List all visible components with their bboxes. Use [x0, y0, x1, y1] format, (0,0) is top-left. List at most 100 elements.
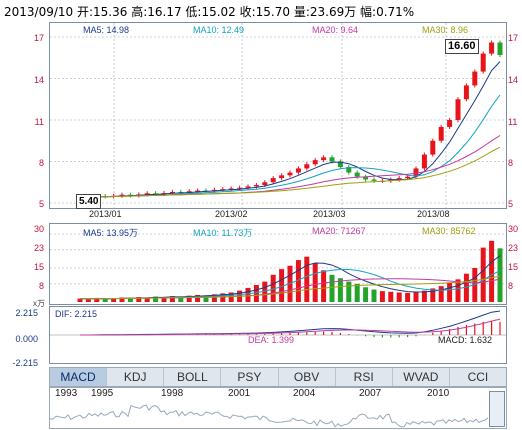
vol-ytick-left-2: 15: [33, 262, 44, 272]
dea-label: DEA: 1.399: [248, 335, 295, 345]
tab-boll[interactable]: BOLL: [164, 368, 222, 386]
candle-body: [438, 126, 444, 141]
candle-body: [497, 42, 503, 55]
nav-year-2007: 2007: [359, 388, 382, 399]
dif-label: DIF: 2.215: [55, 309, 98, 319]
volume-bar: [337, 278, 343, 302]
timeline-navigator[interactable]: 1993 1995 1998 2001 2004 2007 2010: [49, 387, 507, 429]
stock-quote-header: 2013/09/10 开:15.36 高:16.17 低:15.02 收:15.…: [4, 5, 415, 19]
price-ma30-label: MA30: 8.96: [422, 25, 469, 35]
volume-panel: MA5: 13.95万 MA10: 11.73万 MA20: 71267 MA3…: [49, 223, 507, 305]
macd-value-label: MACD: 1.632: [438, 335, 493, 345]
tab-rsi[interactable]: RSI: [336, 368, 393, 386]
tab-obv[interactable]: OBV: [279, 368, 336, 386]
ma10-line: [79, 94, 501, 198]
nav-year-1993: 1993: [55, 388, 78, 399]
candle-body: [388, 179, 394, 181]
volume-bar: [489, 240, 495, 302]
candle-body: [472, 71, 478, 86]
candle-body: [237, 187, 243, 189]
price-ma10-label: MA10: 12.49: [193, 25, 245, 35]
candle-body: [287, 172, 293, 176]
tab-wvad[interactable]: WVAD: [393, 368, 450, 386]
ma5-line: [79, 61, 501, 198]
candle-body: [220, 189, 226, 191]
volume-chart: [50, 233, 506, 302]
candle-body: [371, 179, 377, 181]
candle-body: [363, 176, 369, 180]
volume-bar: [262, 281, 268, 302]
vol-ytick-left-3: 8: [38, 281, 44, 291]
macd-panel: DIF: 2.215 DEA: 1.399 MACD: 1.632: [49, 306, 507, 364]
candle-body: [329, 157, 335, 162]
candle-body: [396, 178, 402, 180]
volume-bar: [329, 274, 335, 302]
volume-bar: [169, 296, 175, 302]
volume-bar: [463, 273, 469, 302]
price-ytick-right-3: 8: [508, 158, 514, 168]
volume-bar: [228, 292, 234, 302]
tab-kdj[interactable]: KDJ: [107, 368, 165, 386]
candle-body: [228, 188, 234, 190]
x-label-2013-03: 2013/03: [313, 209, 346, 219]
volume-bar: [195, 294, 201, 302]
volume-bar: [186, 295, 192, 302]
x-label-2013-01: 2013/01: [89, 209, 122, 219]
volume-bar: [178, 296, 184, 302]
volume-bar: [379, 291, 385, 302]
price-ytick-left-3: 8: [38, 158, 44, 168]
candle-body: [421, 154, 427, 169]
candle-body: [430, 140, 436, 155]
volume-bar: [85, 299, 91, 302]
candle-body: [245, 186, 251, 188]
volume-bar: [102, 298, 108, 302]
volume-bar: [304, 256, 310, 302]
candle-body: [489, 42, 495, 54]
volume-bar: [245, 287, 251, 302]
volume-bar: [363, 287, 369, 302]
vol-ytick-right-1: 23: [508, 243, 519, 253]
nav-year-1995: 1995: [91, 388, 114, 399]
nav-year-1998: 1998: [161, 388, 184, 399]
x-label-2013-02: 2013/02: [215, 209, 248, 219]
vol-ma10-label: MA10: 11.73万: [193, 228, 253, 238]
candle-body: [337, 161, 343, 168]
navigator-range-handle[interactable]: [489, 391, 505, 427]
candle-body: [169, 191, 175, 194]
volume-bar: [144, 297, 150, 302]
macd-ytick-2: -2.215: [12, 358, 38, 368]
nav-year-2010: 2010: [427, 388, 450, 399]
vol-ma30-line: [79, 275, 501, 300]
candle-body: [480, 53, 486, 72]
volume-bar: [136, 297, 142, 302]
volume-bar: [447, 282, 453, 302]
tab-macd[interactable]: MACD: [50, 368, 108, 386]
volume-bar: [295, 260, 301, 302]
volume-bar: [127, 298, 133, 302]
volume-bar: [253, 285, 259, 302]
vol-ytick-left-1: 23: [33, 243, 44, 253]
tab-psy[interactable]: PSY: [221, 368, 279, 386]
vol-ytick-right-0: 30: [508, 224, 519, 234]
vol-unit-label: x万: [33, 299, 45, 308]
volume-bar: [438, 286, 444, 302]
vol-ytick-left-0: 30: [33, 224, 44, 234]
indicator-tabs: MACD KDJ BOLL PSY OBV RSI WVAD CCI: [49, 367, 507, 387]
candle-body: [195, 190, 201, 192]
tab-cci[interactable]: CCI: [467, 370, 489, 384]
volume-bar: [413, 291, 419, 302]
volume-bar: [388, 291, 394, 302]
candle-body: [144, 193, 150, 195]
volume-bar: [119, 297, 125, 302]
price-ytick-left-2: 11: [34, 117, 44, 127]
candle-body: [186, 191, 192, 193]
dea-line: [80, 318, 501, 336]
candle-body: [119, 194, 125, 196]
high-price-callout: 16.60: [445, 39, 479, 54]
candle-body: [211, 189, 217, 191]
candle-body: [279, 175, 285, 179]
price-ytick-left-4: 5: [38, 199, 44, 209]
ma20-line: [79, 135, 501, 198]
candle-body: [405, 176, 411, 179]
vol-ma5-label: MA5: 13.95万: [83, 228, 139, 238]
